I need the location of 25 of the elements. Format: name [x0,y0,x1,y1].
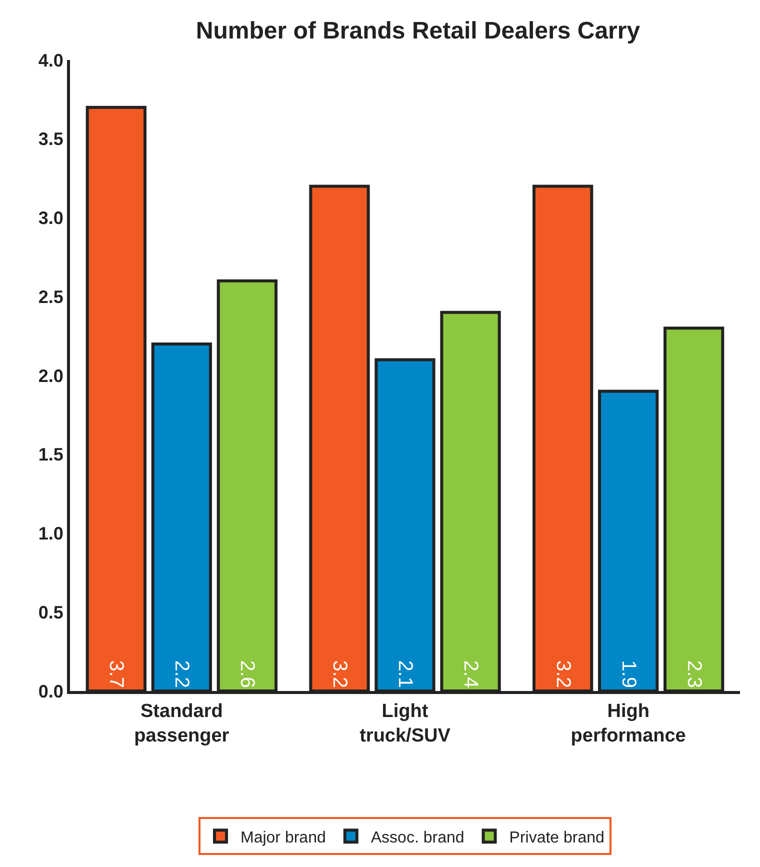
data-label: 3.2 [552,660,574,688]
y-tick-label: 3.5 [38,129,64,150]
data-label: 2.6 [236,660,258,688]
x-tick-label: Standard passenger [134,700,230,746]
data-label: 3.2 [328,660,350,688]
y-tick-label: 0.5 [38,602,64,622]
legend-label: Major brand [240,829,326,846]
y-tick-label: 2.0 [38,366,64,386]
data-label: 2.1 [394,660,416,688]
legend-label: Private brand [509,829,604,846]
x-tick-label: Light truck/SUV [360,700,451,746]
data-label: 2.2 [170,660,193,688]
legend-label: Assoc. brand [370,829,464,846]
x-tick-label: High performance [570,700,686,746]
chart-title: Number of Brands Retail Dealers Carry [196,17,641,44]
data-label: 2.4 [460,660,482,688]
data-label: 2.3 [682,660,705,688]
y-tick-label: 0.0 [38,681,64,702]
y-tick-label: 2.5 [38,286,64,307]
data-label: 3.7 [105,660,128,688]
y-tick-label: 3.0 [38,208,64,228]
y-tick-label: 4.0 [38,50,64,70]
y-tick-label: 1.5 [38,444,64,465]
y-tick-label: 1.0 [38,524,64,544]
data-label: 1.9 [617,660,640,688]
